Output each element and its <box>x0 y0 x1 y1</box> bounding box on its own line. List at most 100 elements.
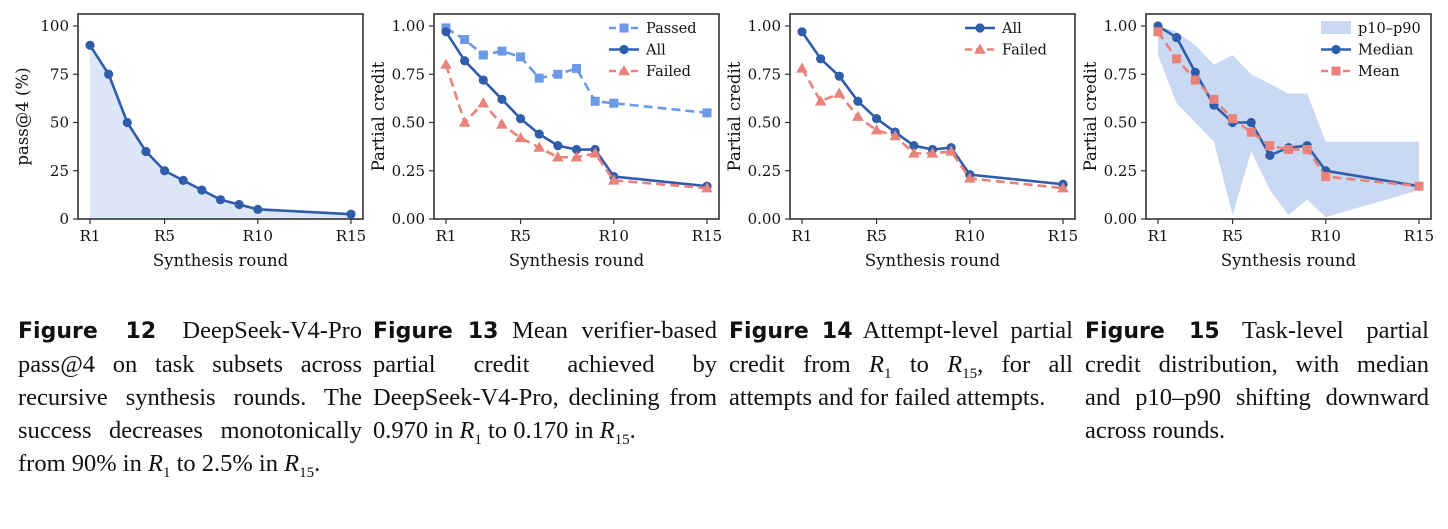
legend-item: Failed <box>965 43 1047 59</box>
figure-label: Figure 12 <box>18 319 157 344</box>
data-point <box>458 116 471 127</box>
y-tick-label: 0.25 <box>748 162 781 180</box>
data-point <box>1172 54 1182 64</box>
data-point <box>571 144 582 155</box>
axes-frame <box>1145 13 1432 220</box>
y-tick-label: 0.50 <box>1104 114 1137 132</box>
y-tick-label: 100 <box>40 17 69 35</box>
y-tick-label: 0.75 <box>392 65 425 83</box>
x-tick-label: R15 <box>692 227 722 245</box>
band-p10-p90 <box>1158 26 1419 218</box>
data-point <box>833 87 846 98</box>
figure-label: Figure 15 <box>1085 319 1220 344</box>
caption-math: R1 <box>869 351 892 382</box>
legend-marker <box>619 44 629 55</box>
data-point <box>702 108 712 118</box>
data-point <box>852 110 864 121</box>
y-axis-label: pass@4 (%) <box>13 67 32 165</box>
data-point <box>441 27 451 37</box>
x-axis-label: Synthesis round <box>509 251 645 270</box>
legend-item: All <box>609 43 666 59</box>
y-tick-label: 1.00 <box>1104 17 1137 35</box>
data-point <box>1057 182 1069 193</box>
data-point <box>853 96 863 106</box>
axes-frame <box>789 13 1076 220</box>
caption-text: to 2.5% in <box>170 450 285 477</box>
series-failed <box>796 62 1069 193</box>
data-point <box>515 114 526 124</box>
legend-item: Median <box>1321 43 1413 59</box>
legend-label: All <box>645 43 666 59</box>
chart-fig13: 0.00 0.25 0.50 0.75 1.00 R1 R5 R10 R15 Synthesis … <box>369 13 722 270</box>
legend-marker <box>618 65 630 76</box>
data-point <box>178 175 188 185</box>
data-point <box>197 185 207 195</box>
x-tick-label: R1 <box>792 227 813 245</box>
data-point <box>1190 67 1200 77</box>
x-tick-label: R5 <box>1222 227 1243 245</box>
data-point <box>1190 75 1200 85</box>
legend-marker <box>619 23 629 33</box>
caption-text: DeepSeek-V4-Pro pass@4 on task subsets a… <box>18 317 362 477</box>
caption-text: to <box>891 351 948 378</box>
data-point <box>814 95 827 106</box>
legend-label: Median <box>1358 43 1413 59</box>
data-point <box>253 204 263 214</box>
x-tick-label: R10 <box>599 227 629 245</box>
data-point <box>534 129 544 139</box>
caption-math: R15 <box>284 450 315 481</box>
area-fill <box>90 45 351 219</box>
data-point <box>496 118 508 129</box>
data-point <box>963 172 976 183</box>
chart-fig15: 0.00 0.25 0.50 0.75 1.00 R1 R5 R10 R15 Synthesis … <box>1081 13 1434 270</box>
x-tick-label: R5 <box>154 227 175 245</box>
data-point <box>1321 172 1331 182</box>
data-point <box>908 147 920 158</box>
y-tick-label: 0.50 <box>748 114 781 132</box>
y-tick-label: 0.75 <box>748 65 781 83</box>
data-point <box>533 141 546 152</box>
data-point <box>1246 127 1256 137</box>
data-point <box>1172 32 1182 43</box>
legend-swatch <box>1321 21 1351 34</box>
data-point <box>607 174 620 185</box>
x-tick-label: R5 <box>510 227 531 245</box>
data-point <box>1246 117 1256 128</box>
x-axis-label: Synthesis round <box>1221 251 1357 270</box>
data-point <box>553 69 563 79</box>
y-tick-label: 0.25 <box>392 162 425 180</box>
data-point <box>570 151 583 162</box>
caption-text: Task-level partial credit distribution, … <box>1085 317 1429 444</box>
data-point <box>1284 145 1293 155</box>
axes-frame <box>433 13 720 220</box>
legend-item: All <box>965 21 1022 37</box>
data-point <box>796 62 808 73</box>
data-point <box>1209 94 1219 104</box>
legend-item: Mean <box>1321 64 1399 80</box>
x-tick-label: R1 <box>1148 227 1169 245</box>
data-point <box>460 56 470 66</box>
data-point <box>945 145 957 156</box>
legend-marker <box>975 23 985 33</box>
caption-fig15: Figure 15 Task-level partial credit dist… <box>1085 314 1429 447</box>
data-point <box>346 209 356 219</box>
y-tick-label: 50 <box>50 114 69 132</box>
legend-label: p10–p90 <box>1358 21 1421 37</box>
data-point <box>514 131 527 143</box>
data-point <box>834 71 844 81</box>
data-point <box>816 54 826 64</box>
y-tick-label: 1.00 <box>748 17 781 35</box>
caption-fig13: Figure 13 Mean verifier-based partial cr… <box>373 314 717 447</box>
data-point <box>516 52 526 62</box>
axes-frame <box>77 13 364 220</box>
data-point <box>889 130 902 141</box>
y-tick-label: 0.00 <box>1104 210 1137 228</box>
caption-math: R15 <box>947 351 978 382</box>
data-point <box>870 124 883 135</box>
chart-fig12: 0 25 50 75 100 R1 R5 R10 R15 Synthesis round pass@… <box>13 13 366 270</box>
legend-label: Mean <box>1358 64 1399 80</box>
data-point <box>871 114 882 124</box>
data-point <box>234 199 244 210</box>
series-failed <box>440 58 713 193</box>
caption-text: . <box>314 450 321 477</box>
